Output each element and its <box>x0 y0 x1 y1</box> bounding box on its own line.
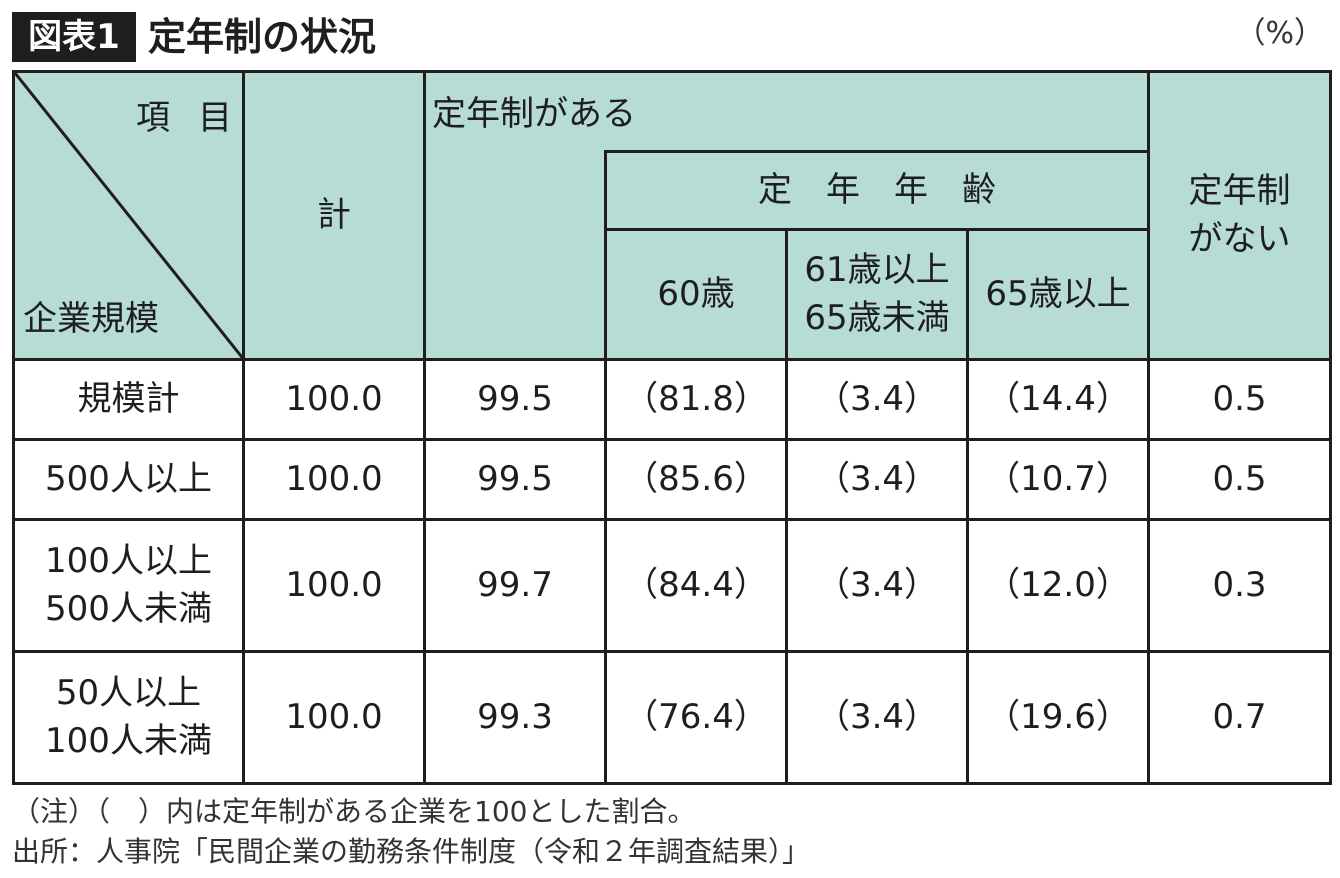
table-row: 500人以上 100.0 99.5 （85.6） （3.4） （10.7） 0.… <box>12 438 1332 521</box>
corner-header-cell: 項目 企業規模 <box>12 70 245 361</box>
retirement-table: 項目 企業規模 計 定年制がある 定年制 がない 定年年齢 60歳 61歳以上 … <box>12 70 1332 785</box>
table-row: 100人以上 500人未満 100.0 99.7 （84.4） （3.4） （1… <box>12 518 1332 653</box>
diagonal-line <box>15 73 245 361</box>
cell-total: 100.0 <box>242 438 426 521</box>
header-age-61-line2: 65歳未満 <box>804 297 950 338</box>
cell-total: 100.0 <box>242 650 426 785</box>
cell-none: 0.5 <box>1147 438 1332 521</box>
table-row: 50人以上 100人未満 100.0 99.3 （76.4） （3.4） （19… <box>12 650 1332 785</box>
cell-total: 100.0 <box>242 358 426 441</box>
header-total: 計 <box>242 70 426 361</box>
header-retirement-age: 定年年齢 <box>604 150 1150 231</box>
cell-age-65plus: （19.6） <box>966 650 1150 785</box>
header-has-retirement: 定年制がある <box>423 70 1150 152</box>
note-text: （注）（ ）内は定年制がある企業を100とした割合。 <box>12 795 696 828</box>
cell-age-65plus: （12.0） <box>966 518 1150 653</box>
row-label: 50人以上 100人未満 <box>12 650 245 785</box>
row-label: 500人以上 <box>12 438 245 521</box>
header-has-blank <box>423 151 607 361</box>
row-label-line1: 100人以上 <box>45 540 212 581</box>
figure-badge: 図表1 <box>12 12 136 62</box>
cell-has: 99.7 <box>423 518 607 653</box>
header-no-retirement: 定年制 がない <box>1147 70 1332 361</box>
cell-age-61-65: （3.4） <box>785 518 969 653</box>
footnotes: （注）（ ）内は定年制がある企業を100とした割合。 出所：人事院「民間企業の勤… <box>12 792 810 872</box>
cell-age-61-65: （3.4） <box>785 438 969 521</box>
cell-has: 99.5 <box>423 358 607 441</box>
cell-age-60: （84.4） <box>604 518 788 653</box>
cell-none: 0.5 <box>1147 358 1332 441</box>
figure-title-row: 図表1 定年制の状況 （%） <box>12 12 1328 62</box>
row-label-line1: 50人以上 <box>55 672 202 713</box>
figure-title: 定年制の状況 <box>148 15 377 59</box>
row-label-line2: 100人未満 <box>45 720 212 761</box>
cell-has: 99.5 <box>423 438 607 521</box>
cell-age-65plus: （14.4） <box>966 358 1150 441</box>
cell-age-61-65: （3.4） <box>785 650 969 785</box>
row-label: 規模計 <box>12 358 245 441</box>
cell-total: 100.0 <box>242 518 426 653</box>
corner-size-label: 企業規模 <box>23 299 159 340</box>
cell-age-60: （76.4） <box>604 650 788 785</box>
cell-age-60: （81.8） <box>604 358 788 441</box>
cell-age-60: （85.6） <box>604 438 788 521</box>
row-label-line2: 500人未満 <box>45 588 212 629</box>
cell-has: 99.3 <box>423 650 607 785</box>
header-age-61-65: 61歳以上 65歳未満 <box>785 228 969 361</box>
header-age-65plus: 65歳以上 <box>966 228 1150 361</box>
cell-none: 0.7 <box>1147 650 1332 785</box>
cell-none: 0.3 <box>1147 518 1332 653</box>
corner-item-label: 項目 <box>136 98 260 138</box>
header-age-61-line1: 61歳以上 <box>804 249 950 290</box>
source-text: 出所：人事院「民間企業の勤務条件制度（令和２年調査結果）」 <box>12 835 811 868</box>
header-no-line1: 定年制 <box>1188 170 1291 211</box>
cell-age-61-65: （3.4） <box>785 358 969 441</box>
row-label: 100人以上 500人未満 <box>12 518 245 653</box>
table-row: 規模計 100.0 99.5 （81.8） （3.4） （14.4） 0.5 <box>12 358 1332 441</box>
header-no-line2: がない <box>1188 218 1291 259</box>
header-age-60: 60歳 <box>604 228 788 361</box>
cell-age-65plus: （10.7） <box>966 438 1150 521</box>
unit-label: （%） <box>1235 16 1324 51</box>
